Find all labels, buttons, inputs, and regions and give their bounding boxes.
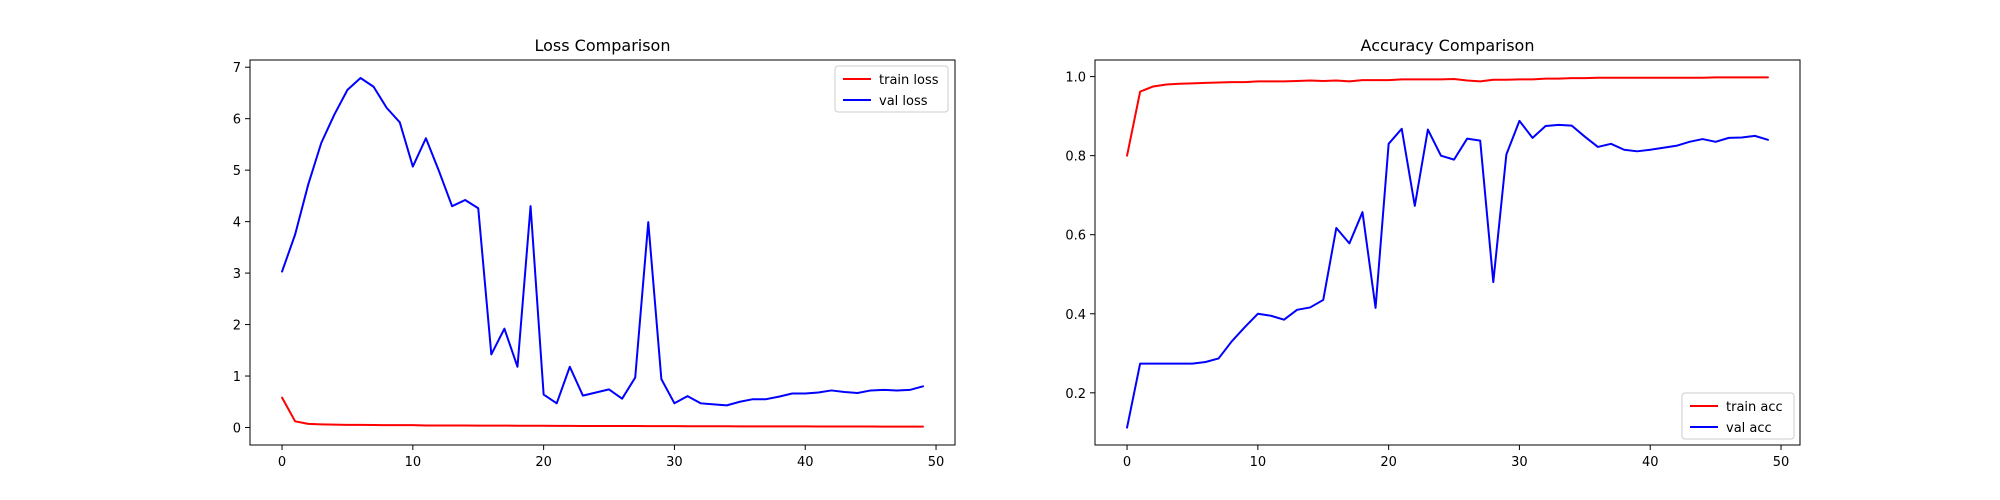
series-line-val-loss xyxy=(281,77,924,407)
legend-label: val loss xyxy=(879,94,928,109)
y-tick-label: 4 xyxy=(233,216,241,231)
y-tick-label: 0.2 xyxy=(1065,387,1086,402)
x-tick-label: 50 xyxy=(1773,455,1790,470)
y-tick-label: 0 xyxy=(233,422,241,437)
x-tick-label: 10 xyxy=(1250,455,1267,470)
x-tick-label: 50 xyxy=(928,455,945,470)
x-tick-label: 30 xyxy=(666,455,683,470)
y-tick-label: 0.6 xyxy=(1065,229,1086,244)
x-tick-label: 10 xyxy=(405,455,422,470)
series-line-val-acc xyxy=(1126,119,1769,429)
x-tick-label: 40 xyxy=(797,455,814,470)
chart-title: Accuracy Comparison xyxy=(1361,36,1535,55)
y-tick-label: 5 xyxy=(233,164,241,179)
x-tick-label: 20 xyxy=(535,455,552,470)
y-tick-label: 3 xyxy=(233,267,241,282)
y-tick-label: 1.0 xyxy=(1065,71,1086,86)
x-tick-label: 0 xyxy=(278,455,286,470)
accuracy-chart: Accuracy Comparison 0 10 20 30 40 50 0.2 0.4 0.6 0… xyxy=(1065,36,1801,470)
y-tick-label: 2 xyxy=(233,319,241,334)
legend-label: train acc xyxy=(1726,400,1783,415)
x-tick-label: 30 xyxy=(1511,455,1528,470)
legend-label: train loss xyxy=(879,73,939,88)
y-tick-label: 7 xyxy=(233,61,241,76)
loss-chart: Loss Comparison 0 10 20 30 40 50 0 1 2 3 4 5 6 7 train … xyxy=(233,36,956,470)
legend: train acc val acc xyxy=(1681,392,1795,440)
y-tick-label: 0.4 xyxy=(1065,308,1086,323)
plot-area-frame xyxy=(1094,59,1801,446)
y-tick-label: 6 xyxy=(233,113,241,128)
series-line-train-acc xyxy=(1126,76,1769,157)
chart-title: Loss Comparison xyxy=(535,36,671,55)
y-tick-label: 1 xyxy=(233,370,241,385)
y-tick-label: 0.8 xyxy=(1065,150,1086,165)
plot-area-frame xyxy=(249,59,956,446)
series-line-train-loss xyxy=(281,396,924,428)
legend-label: val acc xyxy=(1726,421,1772,436)
legend: train loss val loss xyxy=(834,65,949,113)
x-tick-label: 0 xyxy=(1123,455,1131,470)
x-tick-label: 20 xyxy=(1380,455,1397,470)
x-tick-label: 40 xyxy=(1642,455,1659,470)
